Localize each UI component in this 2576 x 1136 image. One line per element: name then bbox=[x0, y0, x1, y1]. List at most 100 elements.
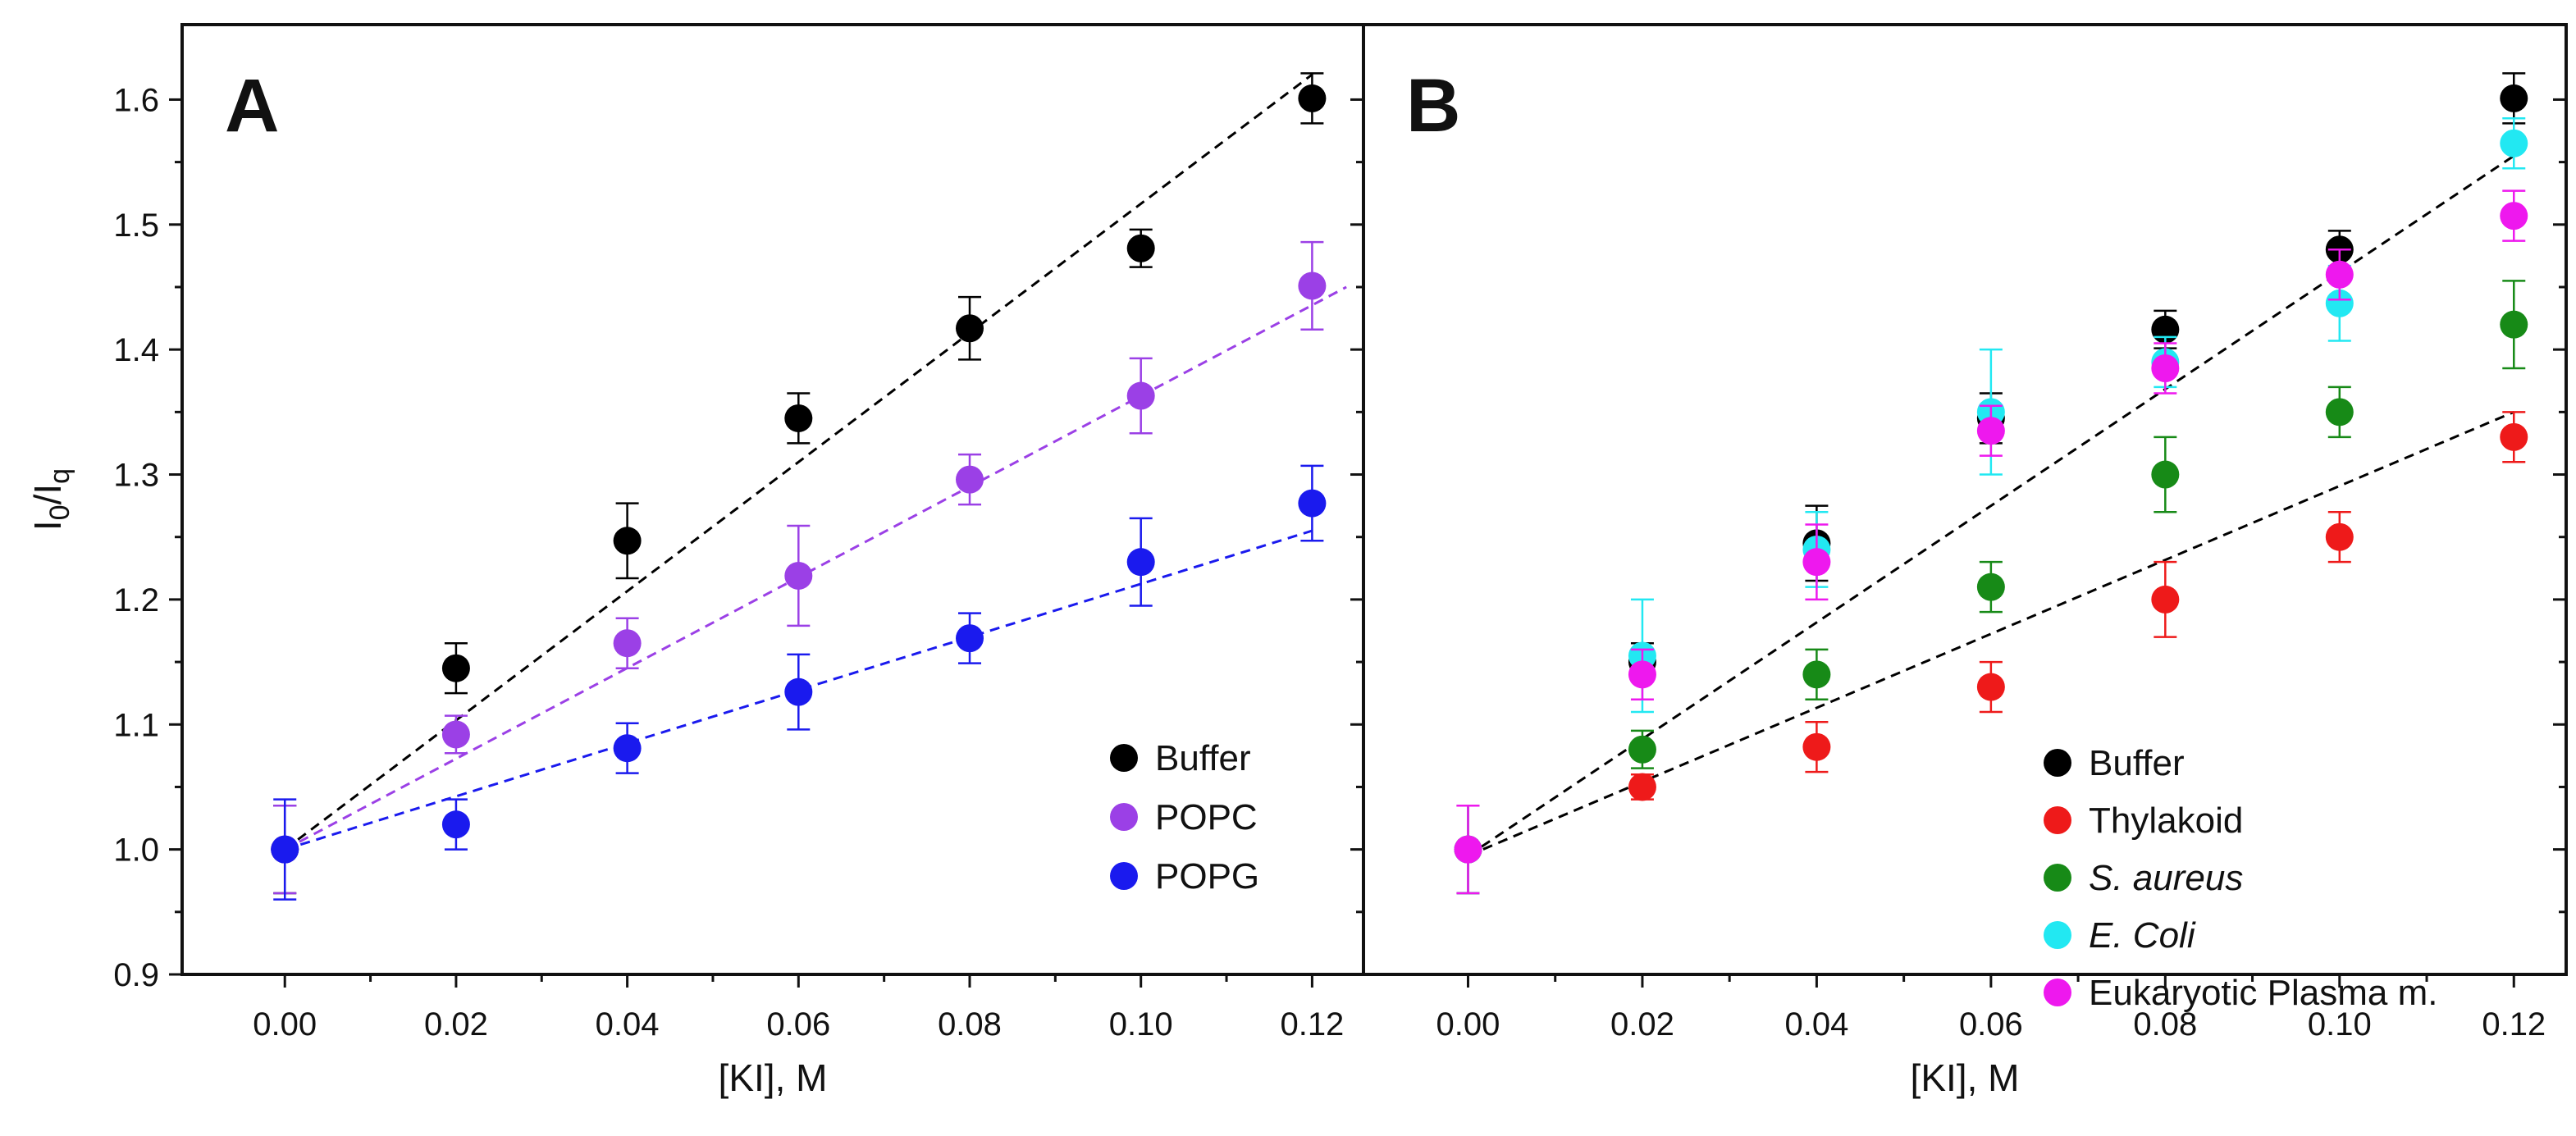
x-tick-label: 0.08 bbox=[2133, 1006, 2197, 1042]
data-point bbox=[1976, 673, 2005, 701]
x-tick-label: 0.08 bbox=[938, 1006, 1002, 1042]
data-point bbox=[1628, 660, 1656, 689]
data-point bbox=[1454, 835, 1482, 864]
data-point bbox=[613, 527, 642, 555]
data-point bbox=[613, 629, 642, 658]
y-tick-label: 1.4 bbox=[113, 332, 159, 368]
data-point bbox=[956, 624, 984, 653]
series-popc bbox=[271, 240, 1327, 895]
legend-marker bbox=[2044, 806, 2071, 834]
series-thylakoid bbox=[1454, 411, 2528, 895]
data-point bbox=[1802, 548, 1831, 577]
x-tick-label: 0.10 bbox=[1109, 1006, 1173, 1042]
data-point bbox=[2500, 129, 2528, 157]
legend-label: S. aureus bbox=[2089, 858, 2243, 898]
legend-marker bbox=[2044, 921, 2071, 949]
y-axis-title: I0/Iq bbox=[26, 468, 75, 531]
data-point bbox=[784, 404, 813, 432]
data-point bbox=[1298, 271, 1327, 300]
legend-marker bbox=[2044, 979, 2071, 1006]
fit-line bbox=[1467, 410, 2514, 857]
data-point bbox=[1802, 732, 1831, 761]
data-point bbox=[2500, 84, 2528, 112]
x-axis-title: [KI], M bbox=[719, 1056, 828, 1099]
legend-marker bbox=[1110, 862, 1138, 890]
y-tick-label: 1.3 bbox=[113, 458, 159, 494]
fit-line bbox=[284, 73, 1313, 851]
y-tick-label: 1.6 bbox=[113, 82, 159, 118]
x-tick-label: 0.10 bbox=[2308, 1006, 2372, 1042]
data-point bbox=[2325, 260, 2354, 289]
data-point bbox=[2151, 460, 2180, 489]
data-point bbox=[784, 561, 813, 590]
x-tick-label: 0.00 bbox=[1436, 1006, 1500, 1042]
x-tick-label: 0.02 bbox=[1610, 1006, 1674, 1042]
series-eukaryotic-plasma-m bbox=[1454, 189, 2528, 895]
series-buffer bbox=[1454, 72, 2528, 895]
panel-b: 0.00 0.02 0.04 0.06 0.08 0.10 0.12 [KI], M B Buff… bbox=[1362, 23, 2568, 1099]
data-point bbox=[1298, 84, 1327, 112]
panel-letter: A bbox=[225, 64, 279, 148]
data-point bbox=[1976, 573, 2005, 601]
data-point bbox=[784, 677, 813, 706]
data-point bbox=[1126, 548, 1155, 577]
y-tick-label: 1.0 bbox=[113, 833, 159, 869]
y-tick-label: 1.1 bbox=[113, 707, 159, 743]
x-axis-title: [KI], M bbox=[1911, 1056, 2020, 1099]
data-point bbox=[956, 465, 984, 494]
data-point bbox=[271, 835, 299, 864]
legend-label: Eukaryotic Plasma m. bbox=[2089, 973, 2437, 1013]
panel-b-legend: Buffer Thylakoid S. aureus E. Coli Eukaryoti… bbox=[2044, 743, 2437, 1013]
legend-label: Buffer bbox=[2089, 743, 2185, 783]
legend-label: Buffer bbox=[1155, 738, 1251, 778]
data-point bbox=[2325, 522, 2354, 551]
data-point bbox=[1976, 417, 2005, 445]
fit-line bbox=[284, 285, 1347, 851]
data-point bbox=[2151, 354, 2180, 383]
data-point bbox=[1802, 660, 1831, 689]
data-point bbox=[1126, 234, 1155, 262]
data-point bbox=[441, 654, 470, 682]
x-tick-label: 0.00 bbox=[253, 1006, 317, 1042]
y-axis-title-text: I0/Iq bbox=[26, 468, 75, 531]
panel-letter: B bbox=[1406, 64, 1460, 148]
x-tick-label: 0.06 bbox=[1959, 1006, 2023, 1042]
x-tick-label: 0.12 bbox=[2482, 1006, 2546, 1042]
data-point bbox=[2500, 202, 2528, 230]
data-point bbox=[2500, 310, 2528, 339]
data-point bbox=[441, 810, 470, 839]
y-tick-label: 0.9 bbox=[113, 957, 159, 993]
legend-label: POPG bbox=[1155, 856, 1259, 896]
data-point bbox=[1628, 773, 1656, 801]
data-point bbox=[2325, 289, 2354, 317]
panel-b-frame bbox=[1362, 23, 2568, 976]
data-point bbox=[956, 314, 984, 343]
legend-label: Thylakoid bbox=[2089, 801, 2243, 841]
y-tick-label: 1.2 bbox=[113, 582, 159, 618]
legend-marker bbox=[1110, 744, 1138, 772]
legend-marker bbox=[1110, 803, 1138, 831]
data-point bbox=[1298, 489, 1327, 518]
x-tick-label: 0.12 bbox=[1280, 1006, 1344, 1042]
legend-label: E. Coli bbox=[2089, 915, 2196, 956]
legend-marker bbox=[2044, 864, 2071, 892]
y-tick-label: 1.5 bbox=[113, 208, 159, 244]
panel-a-legend: Buffer POPC POPG bbox=[1110, 738, 1259, 896]
data-point bbox=[2325, 398, 2354, 427]
x-tick-label: 0.06 bbox=[766, 1006, 830, 1042]
data-point bbox=[441, 720, 470, 749]
series-popg bbox=[271, 464, 1327, 901]
x-tick-label: 0.02 bbox=[424, 1006, 488, 1042]
x-tick-label: 0.04 bbox=[596, 1006, 660, 1042]
legend-label: POPC bbox=[1155, 797, 1258, 837]
legend-marker bbox=[2044, 749, 2071, 777]
x-tick-label: 0.04 bbox=[1784, 1006, 1848, 1042]
data-point bbox=[1628, 735, 1656, 764]
data-point bbox=[613, 734, 642, 763]
data-point bbox=[2500, 422, 2528, 451]
data-point bbox=[2151, 585, 2180, 614]
fit-line bbox=[1467, 154, 2515, 857]
panel-a: 0.00 0.02 0.04 0.06 0.08 0.10 0.12 0.9 1.0 1.1 1.2… bbox=[26, 23, 1365, 1099]
